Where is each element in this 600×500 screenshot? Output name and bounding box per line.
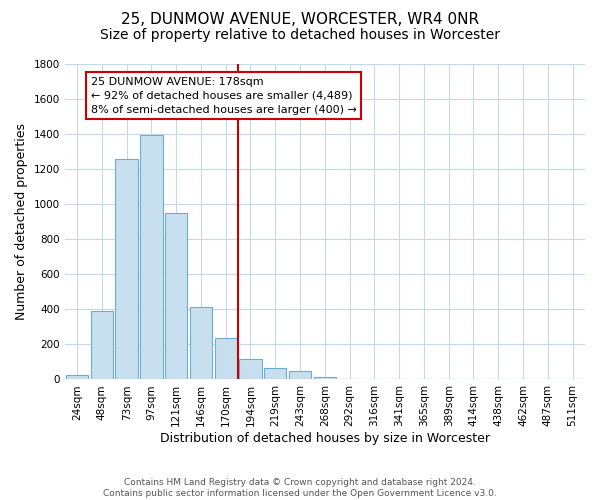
X-axis label: Distribution of detached houses by size in Worcester: Distribution of detached houses by size … bbox=[160, 432, 490, 445]
Bar bbox=[115, 158, 138, 380]
Bar bbox=[314, 377, 336, 380]
Bar bbox=[239, 360, 262, 380]
Y-axis label: Number of detached properties: Number of detached properties bbox=[15, 123, 28, 320]
Text: Contains HM Land Registry data © Crown copyright and database right 2024.
Contai: Contains HM Land Registry data © Crown c… bbox=[103, 478, 497, 498]
Bar bbox=[215, 338, 237, 380]
Bar bbox=[66, 375, 88, 380]
Bar bbox=[190, 306, 212, 380]
Text: 25, DUNMOW AVENUE, WORCESTER, WR4 0NR: 25, DUNMOW AVENUE, WORCESTER, WR4 0NR bbox=[121, 12, 479, 28]
Bar bbox=[338, 378, 361, 380]
Bar bbox=[91, 311, 113, 380]
Bar bbox=[140, 135, 163, 380]
Text: Size of property relative to detached houses in Worcester: Size of property relative to detached ho… bbox=[100, 28, 500, 42]
Text: 25 DUNMOW AVENUE: 178sqm
← 92% of detached houses are smaller (4,489)
8% of semi: 25 DUNMOW AVENUE: 178sqm ← 92% of detach… bbox=[91, 76, 356, 114]
Bar bbox=[165, 213, 187, 380]
Bar bbox=[264, 368, 286, 380]
Bar bbox=[289, 370, 311, 380]
